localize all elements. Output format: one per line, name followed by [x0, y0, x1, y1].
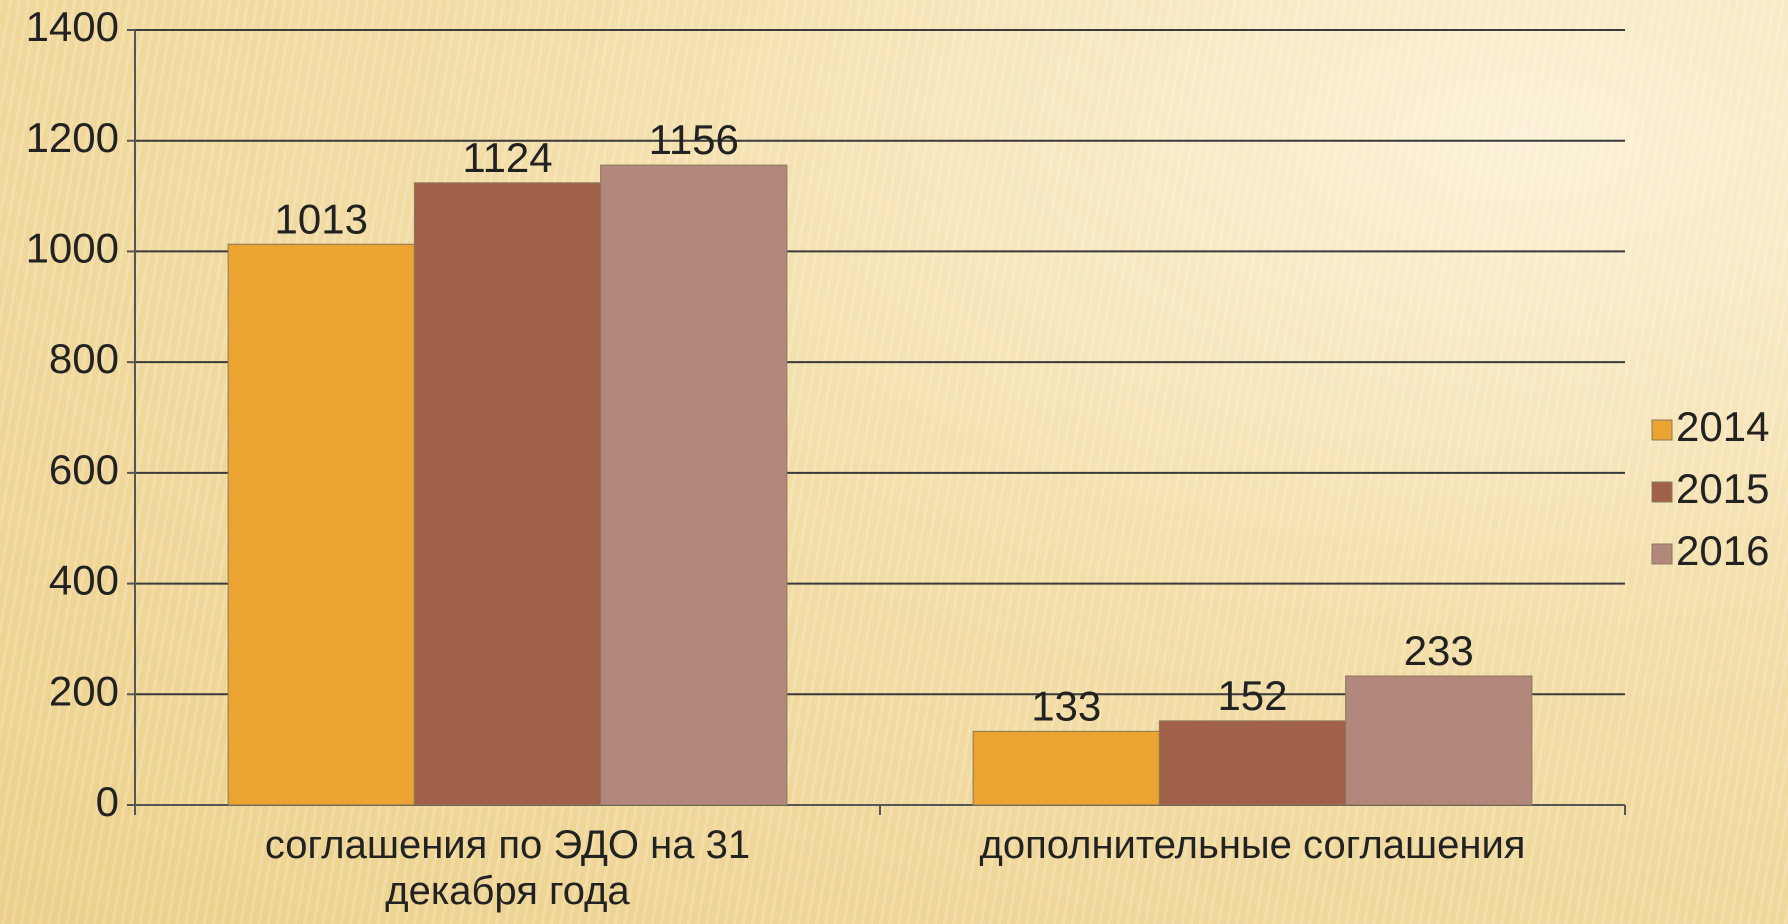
- bar: [972, 730, 1160, 806]
- legend-label: 2016: [1676, 527, 1769, 574]
- y-tick-label: 600: [49, 446, 119, 493]
- legend-swatch: [1651, 543, 1673, 565]
- data-label: 133: [1031, 682, 1101, 729]
- y-tick-label: 1400: [26, 3, 119, 50]
- data-label: 1156: [649, 116, 739, 163]
- y-tick-label: 400: [49, 557, 119, 604]
- data-label: 1013: [275, 195, 368, 242]
- data-label: 233: [1404, 627, 1474, 674]
- data-label: 1124: [462, 134, 552, 181]
- bar: [1345, 675, 1533, 806]
- y-tick-label: 0: [96, 778, 119, 825]
- bar: [227, 243, 415, 806]
- legend-label: 2014: [1676, 403, 1769, 450]
- data-label: 152: [1217, 672, 1287, 719]
- y-tick-label: 800: [49, 335, 119, 382]
- x-tick-label: дополнительные соглашения: [979, 823, 1526, 867]
- y-tick-label: 1000: [26, 225, 119, 272]
- y-tick-label: 1200: [26, 114, 119, 161]
- bar: [413, 182, 602, 806]
- legend-swatch: [1651, 419, 1673, 441]
- bar: [600, 164, 788, 806]
- legend-label: 2015: [1676, 465, 1769, 512]
- y-tick-label: 200: [49, 667, 119, 714]
- x-tick-label: соглашения по ЭДО на 31 декабря года: [264, 823, 751, 913]
- legend-swatch: [1651, 481, 1673, 503]
- bar: [1158, 720, 1347, 806]
